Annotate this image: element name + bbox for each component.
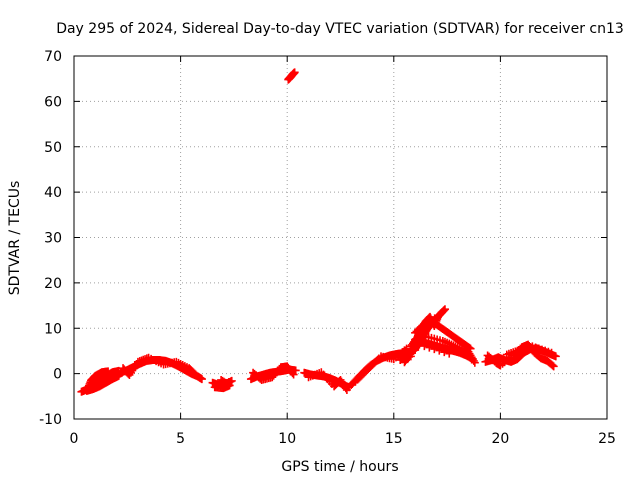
data-point: [549, 362, 558, 371]
data-point: [418, 321, 427, 330]
y-tick-label: 30: [44, 231, 62, 247]
data-point: [419, 320, 428, 329]
y-tick-label: 60: [44, 94, 62, 110]
chart-title: Day 295 of 2024, Sidereal Day-to-day VTE…: [56, 21, 624, 37]
y-tick-label: 20: [44, 276, 62, 292]
data-point: [288, 369, 297, 378]
data-point: [551, 352, 560, 361]
y-tick-label: -10: [39, 412, 62, 428]
y-tick-label: 0: [53, 367, 62, 383]
data-point: [415, 340, 424, 349]
data-point: [547, 348, 556, 357]
y-tick-label: 10: [44, 321, 62, 337]
data-point: [341, 384, 350, 393]
data-point: [445, 349, 454, 358]
data-point: [342, 385, 351, 394]
x-tick-label: 0: [70, 431, 79, 447]
data-point: [104, 367, 113, 376]
data-point: [217, 375, 226, 384]
y-tick-label: 40: [44, 185, 62, 201]
x-tick-label: 5: [176, 431, 185, 447]
axis-ticks: 0 5 10 15 20 25 -10 0 10 20 30 40 50 60 70: [39, 49, 616, 447]
x-tick-label: 15: [385, 431, 403, 447]
grid-lines: [74, 56, 607, 419]
y-tick-label: 50: [44, 140, 62, 156]
data-point: [440, 305, 449, 314]
data-point: [218, 376, 227, 385]
data-point: [470, 358, 479, 367]
x-tick-label: 10: [278, 431, 296, 447]
x-tick-label: 25: [598, 431, 616, 447]
data-points: [77, 68, 560, 396]
data-point: [190, 369, 199, 378]
data-point: [425, 343, 434, 352]
x-axis-label: GPS time / hours: [281, 459, 398, 475]
y-axis-label: SDTVAR / TECUs: [7, 181, 23, 296]
data-point: [290, 68, 299, 77]
data-point: [420, 342, 429, 351]
data-point: [469, 356, 478, 365]
x-tick-label: 20: [491, 431, 509, 447]
data-point: [191, 370, 200, 379]
data-point: [548, 361, 557, 370]
data-point: [289, 370, 298, 379]
data-point: [197, 375, 206, 384]
y-tick-label: 70: [44, 49, 62, 65]
data-point: [430, 345, 439, 354]
data-point: [440, 348, 449, 357]
data-point: [435, 346, 444, 355]
